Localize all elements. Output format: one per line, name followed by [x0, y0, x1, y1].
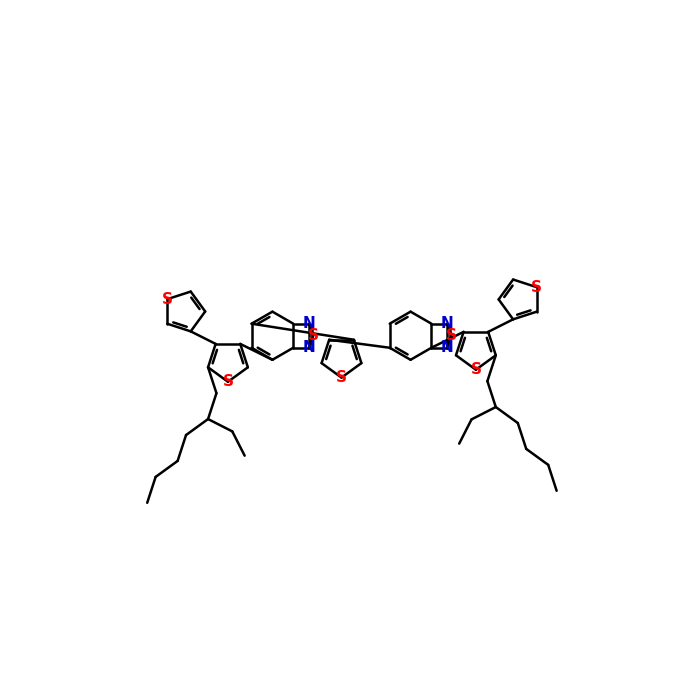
Text: S: S: [531, 280, 542, 295]
Text: S: S: [471, 363, 482, 378]
Text: S: S: [162, 291, 173, 306]
Text: S: S: [223, 374, 234, 389]
Text: N: N: [441, 340, 454, 355]
Text: S: S: [307, 328, 319, 343]
Text: N: N: [303, 316, 316, 331]
Text: N: N: [303, 340, 316, 355]
Text: S: S: [446, 328, 457, 343]
Text: N: N: [441, 316, 454, 331]
Text: S: S: [336, 370, 347, 385]
